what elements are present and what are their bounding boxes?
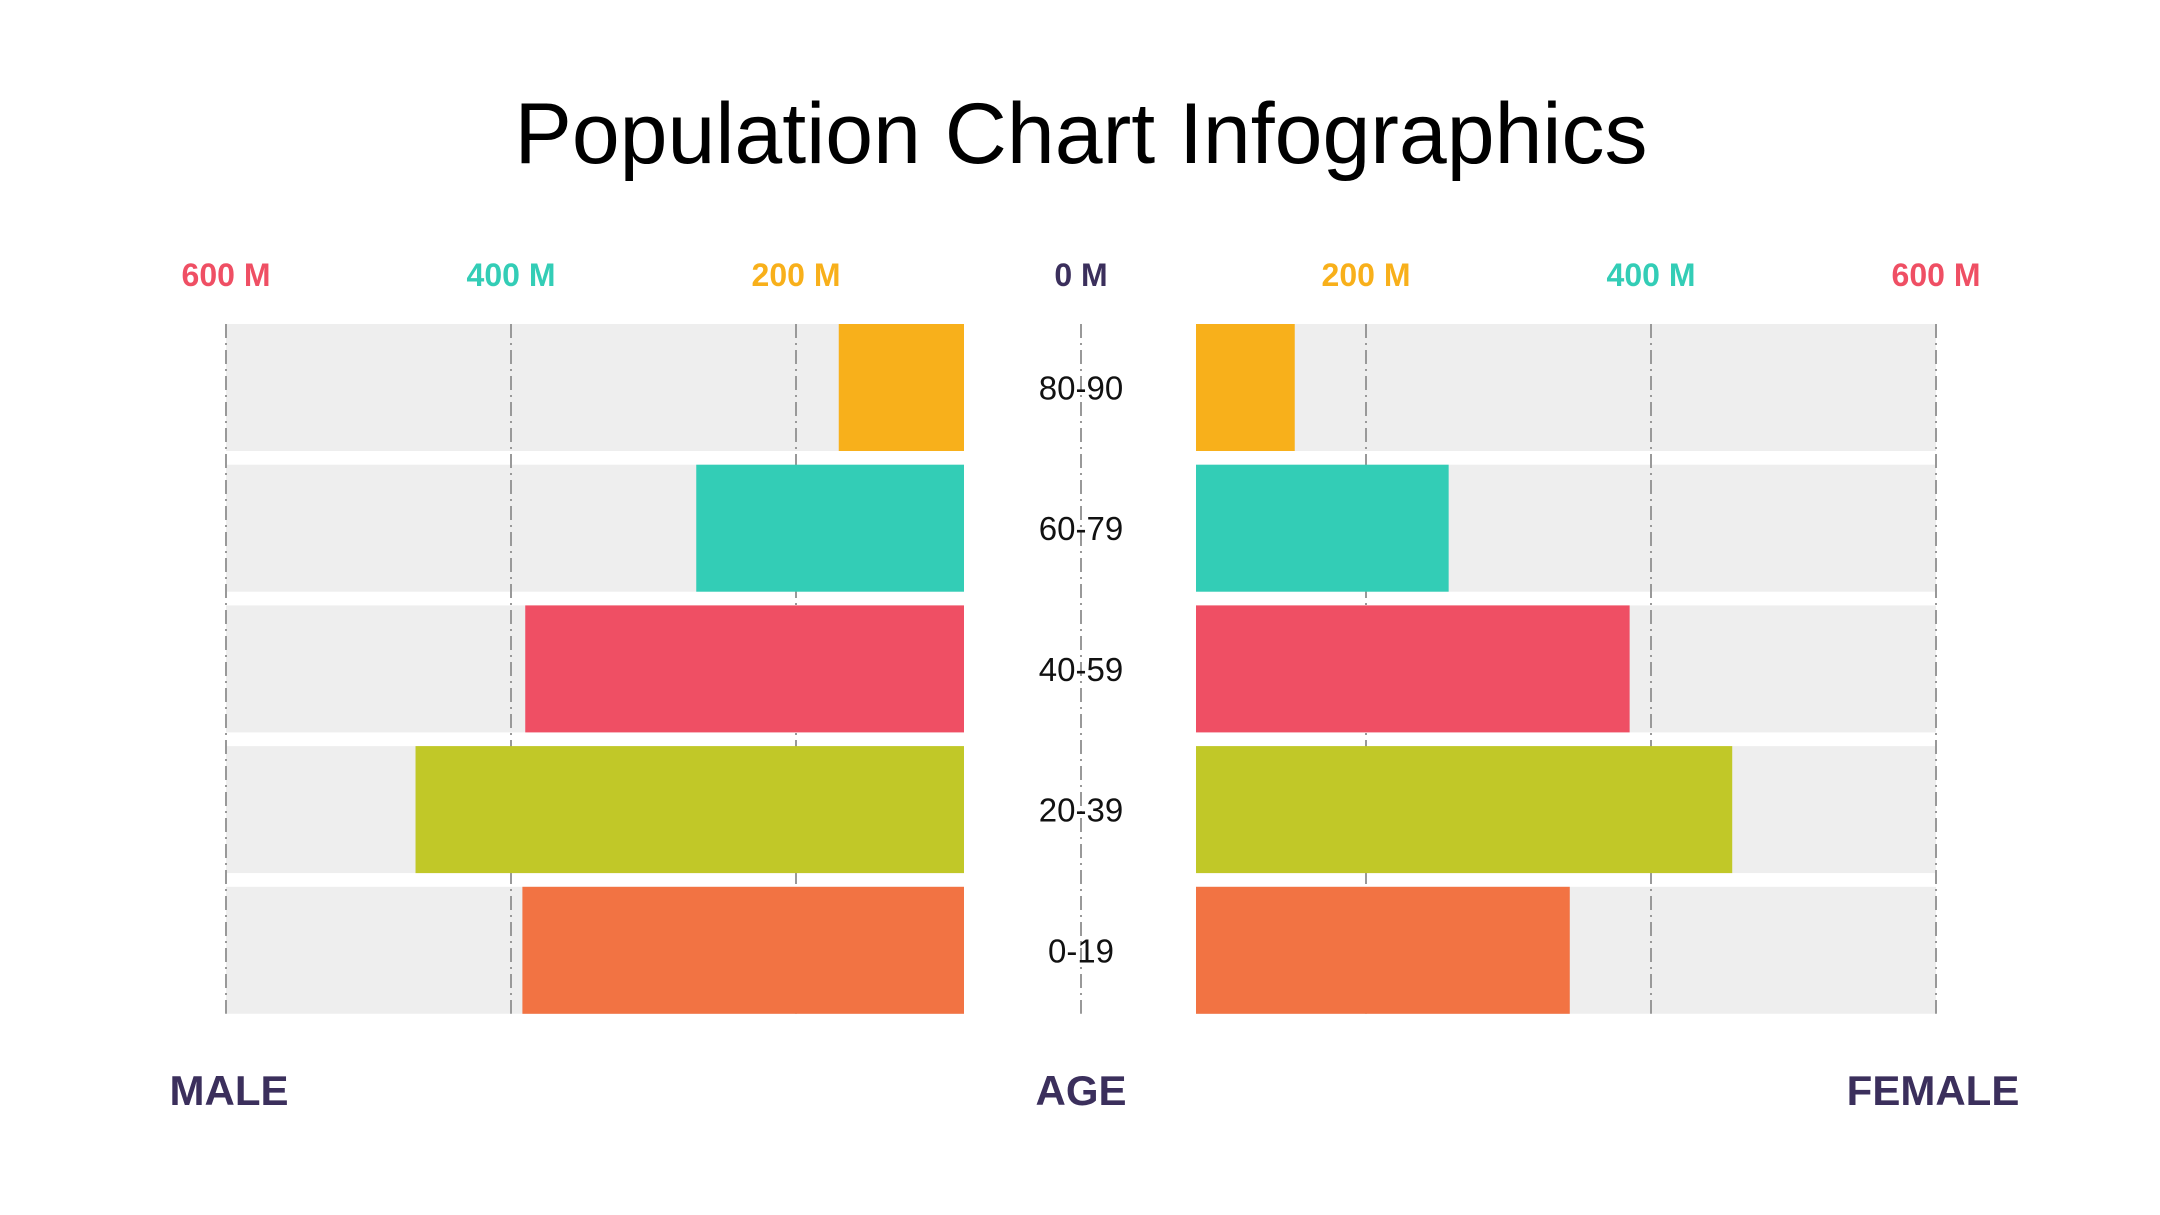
male-bar-80-90 (838, 324, 964, 451)
female-bar-0-19 (1196, 886, 1570, 1014)
male-bar-40-59 (525, 605, 964, 733)
tick-label-female: 200 M (1322, 257, 1411, 293)
tick-label-male: 200 M (752, 257, 841, 293)
tick-label-female: 400 M (1607, 257, 1696, 293)
female-bar-80-90 (1196, 324, 1295, 451)
age-group-label: 0-19 (1048, 932, 1114, 969)
female-bar-40-59 (1196, 605, 1630, 733)
female-row-background (1196, 324, 1936, 451)
tick-label-male: 400 M (467, 257, 556, 293)
male-label: MALE (170, 1067, 289, 1114)
tick-label-female: 600 M (1892, 257, 1981, 293)
female-label: FEMALE (1847, 1067, 2020, 1114)
age-group-label: 60-79 (1039, 510, 1123, 547)
male-bar-0-19 (522, 886, 964, 1014)
chart-title: Population Chart Infographics (514, 86, 1647, 182)
female-bar-60-79 (1196, 464, 1449, 592)
female-bar-20-39 (1196, 746, 1733, 874)
male-bar-20-39 (415, 746, 964, 874)
tick-label-male: 600 M (182, 257, 271, 293)
age-label: AGE (1035, 1067, 1126, 1114)
age-group-label: 40-59 (1039, 651, 1123, 688)
male-bar-60-79 (696, 464, 964, 592)
tick-label-center: 0 M (1054, 257, 1107, 293)
age-group-label: 20-39 (1039, 792, 1123, 829)
age-group-label: 80-90 (1039, 370, 1123, 407)
